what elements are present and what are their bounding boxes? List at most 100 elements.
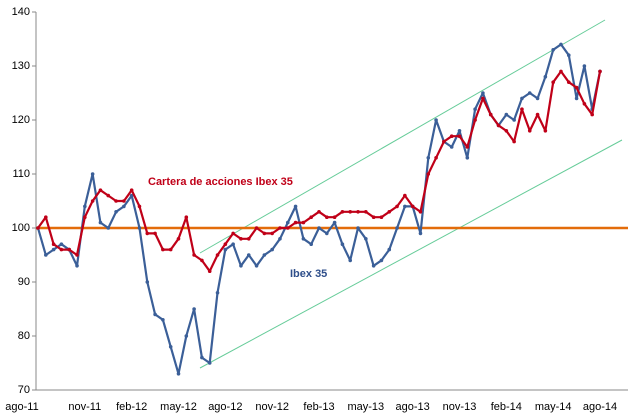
series-point <box>582 64 587 68</box>
series-point <box>168 247 173 252</box>
series-point <box>356 210 360 214</box>
series-point <box>59 247 64 252</box>
series-point <box>356 226 360 230</box>
series-point <box>262 231 267 236</box>
series-point <box>590 112 594 117</box>
x-tick-label: may-12 <box>160 401 197 413</box>
series-point <box>200 258 204 263</box>
series-point <box>223 242 228 246</box>
series-point <box>137 204 142 209</box>
series-point <box>239 264 243 268</box>
series-point <box>278 237 282 241</box>
series-point <box>465 156 470 160</box>
series-point <box>566 53 571 57</box>
series-point <box>559 42 563 47</box>
series-point <box>364 210 368 214</box>
series-point <box>90 172 95 176</box>
series-point <box>246 253 251 257</box>
series-point <box>122 204 126 209</box>
series-point <box>488 112 493 117</box>
series-point <box>301 237 306 241</box>
series-point <box>504 112 509 117</box>
y-tick-label: 70 <box>18 384 30 396</box>
series-point <box>348 210 353 214</box>
series-point <box>566 80 571 84</box>
series-point <box>395 226 399 230</box>
series-point <box>192 307 196 311</box>
y-tick-label: 100 <box>12 222 30 234</box>
series-point <box>98 188 103 192</box>
series-point <box>278 226 282 230</box>
series-point <box>387 210 392 214</box>
series-point <box>207 361 212 365</box>
series-point <box>129 188 134 192</box>
series-point <box>426 156 431 160</box>
series-point <box>325 215 329 219</box>
x-tick-label: nov-13 <box>443 401 477 413</box>
series-point <box>527 91 532 95</box>
series-point <box>512 118 516 122</box>
series-point <box>551 48 555 52</box>
y-tick-label: 90 <box>18 276 30 288</box>
series-point <box>83 215 87 219</box>
series-point <box>473 107 477 111</box>
series-point <box>145 231 150 236</box>
series-point <box>403 193 407 198</box>
x-tick-label: ago-12 <box>208 401 242 413</box>
series-point <box>215 291 220 295</box>
series-point <box>67 247 72 252</box>
series-point <box>535 112 540 117</box>
series-point <box>59 242 64 246</box>
series-point <box>239 237 243 241</box>
series-point <box>129 193 134 198</box>
series-point <box>473 118 477 122</box>
series-line <box>36 43 602 375</box>
trend-channel-lower <box>199 139 623 369</box>
series-point <box>371 215 376 219</box>
x-tick-label: ago-11 <box>5 401 38 413</box>
series-point <box>403 204 407 209</box>
series-annotation: Ibex 35 <box>290 268 327 280</box>
series-point <box>348 258 353 263</box>
series-point <box>332 215 337 219</box>
x-tick-label: feb-13 <box>303 401 334 413</box>
series-point <box>176 372 181 376</box>
series-point <box>75 253 79 257</box>
series-point <box>442 139 446 144</box>
series-point <box>184 334 189 338</box>
series-point <box>512 139 516 144</box>
series-point <box>293 220 298 225</box>
series-point <box>426 172 431 176</box>
series-point <box>153 312 157 317</box>
series-point <box>285 226 290 230</box>
series-point <box>551 80 555 84</box>
x-tick-label: nov-12 <box>255 401 289 413</box>
series-point <box>83 204 87 209</box>
series-point <box>520 96 524 101</box>
y-tick-label: 130 <box>12 60 30 72</box>
series-point <box>574 85 579 90</box>
series-point <box>161 247 165 252</box>
series-point <box>449 134 454 138</box>
series-point <box>90 199 95 203</box>
trend-channel-upper <box>199 19 606 254</box>
series-point <box>496 123 501 128</box>
series-point <box>504 129 509 133</box>
x-tick-label: may-13 <box>347 401 384 413</box>
series-point <box>309 242 313 246</box>
series-annotation: Cartera de acciones Ibex 35 <box>148 176 293 188</box>
y-tick-label: 80 <box>18 330 30 342</box>
series-point <box>527 129 532 133</box>
series-point <box>215 253 220 257</box>
series-point <box>364 237 368 241</box>
series-point <box>270 247 274 252</box>
series-point <box>582 102 587 106</box>
series-point <box>371 264 376 268</box>
series-point <box>387 247 392 252</box>
x-tick-label: feb-12 <box>116 401 147 413</box>
series-point <box>574 96 579 101</box>
series-point <box>223 247 228 252</box>
series-point <box>184 215 189 219</box>
series-point <box>325 231 329 236</box>
series-point <box>106 226 111 230</box>
